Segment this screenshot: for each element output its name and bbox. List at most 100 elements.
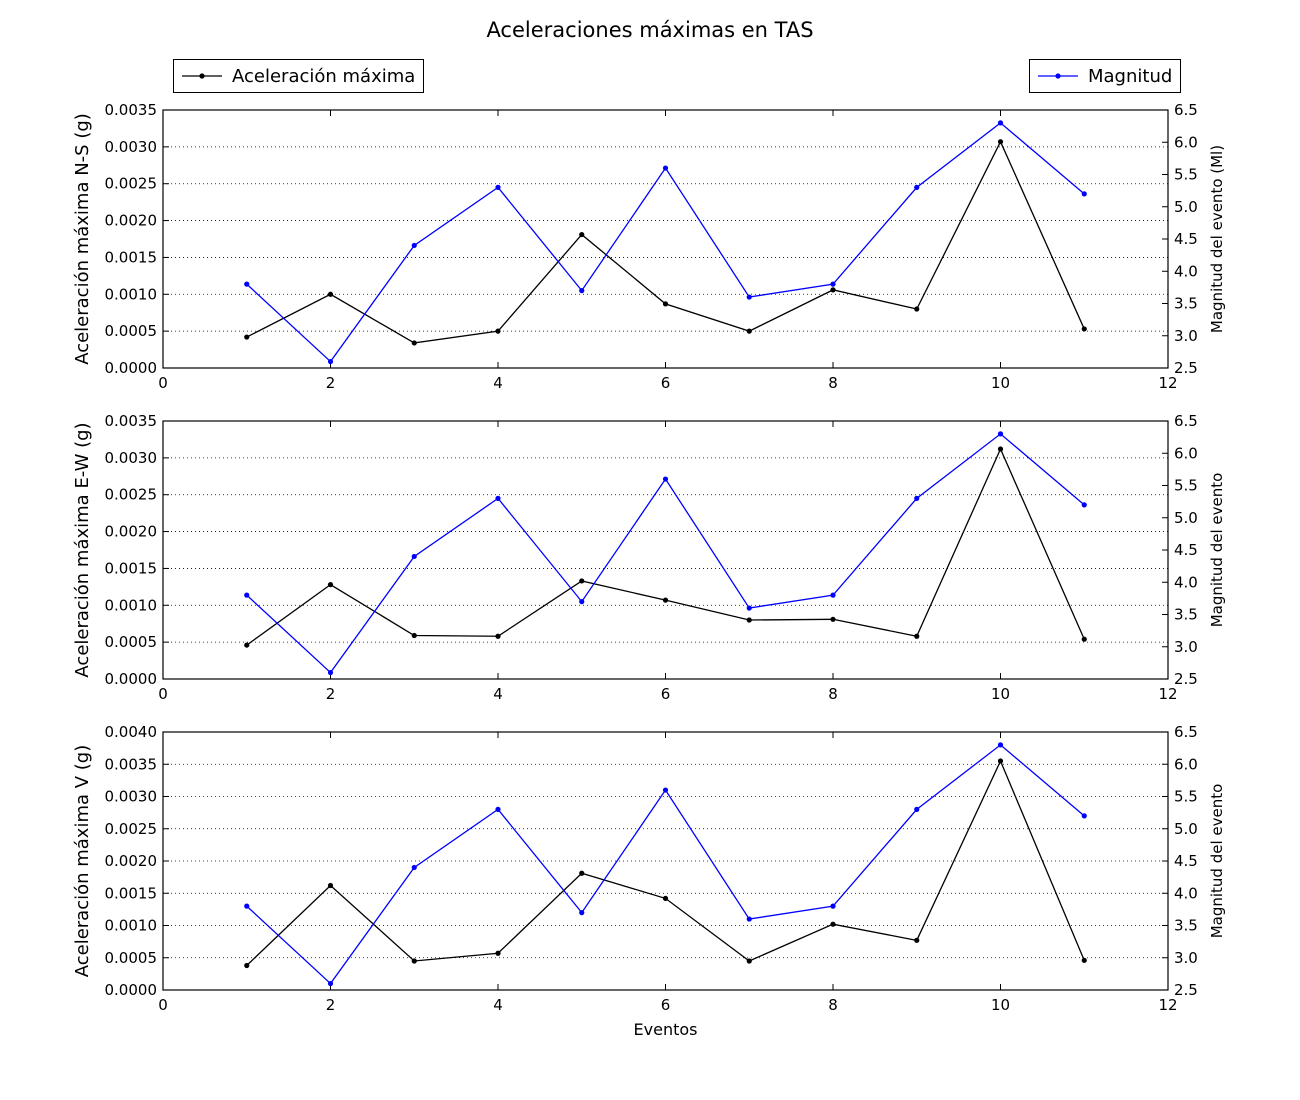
data-point-magnitude: [327, 980, 334, 987]
y2-tick-label: 5.0: [1174, 820, 1198, 838]
subplot-1: 0 2 4 6 8 10 12 0.0000 0.0005 0.0010 0.0015 0.0020 0…: [72, 101, 1226, 392]
data-point-acceleration: [997, 758, 1004, 764]
legend-acceleration: Aceleración máxima: [173, 59, 425, 93]
data-point-acceleration: [662, 301, 669, 307]
data-point-magnitude: [746, 605, 752, 611]
data-point-acceleration: [411, 958, 417, 964]
y2-tick-label: 3.0: [1174, 949, 1198, 967]
series-line-magnitude: [246, 744, 1085, 985]
y2-tick-label: 4.0: [1174, 884, 1198, 902]
y2-tick-label: 2.5: [1174, 359, 1198, 377]
data-point-acceleration: [662, 597, 669, 603]
y-tick-label: 0.0010: [105, 285, 158, 303]
y-tick-label: 0.0040: [105, 723, 158, 741]
y-tick-label: 0.0035: [105, 755, 158, 773]
y-tick-label: 0.0035: [105, 101, 158, 119]
data-point-acceleration: [244, 642, 250, 648]
data-point-acceleration: [1081, 326, 1087, 332]
subplot-2: 0 2 4 6 8 10 12 0.0000 0.0005 0.0010 0.0015 0.0020 0…: [72, 412, 1226, 703]
data-point-acceleration: [914, 306, 920, 312]
y2-tick-label: 4.5: [1174, 541, 1198, 559]
y-tick-label: 0.0015: [105, 559, 158, 577]
data-point-magnitude: [244, 592, 250, 598]
y-tick-label: 0.0015: [105, 248, 158, 266]
y-axis-label: Aceleración máxima V (g): [72, 745, 93, 978]
data-point-magnitude: [1081, 813, 1087, 819]
data-point-magnitude: [914, 184, 920, 190]
data-point-acceleration: [746, 328, 752, 334]
plot-frame: [162, 731, 1169, 991]
y2-tick-label: 4.0: [1174, 262, 1198, 280]
x-tick-label: 10: [991, 685, 1010, 703]
data-point-acceleration: [914, 633, 920, 639]
legend-magnitude-label: Magnitud: [1088, 65, 1173, 87]
data-point-acceleration: [1081, 957, 1087, 963]
y-tick-label: 0.0025: [105, 175, 158, 193]
data-point-magnitude: [579, 910, 585, 916]
data-point-magnitude: [1081, 502, 1087, 508]
y-tick-label: 0.0000: [105, 359, 158, 377]
x-tick-label: 12: [1158, 996, 1177, 1014]
data-point-acceleration: [830, 616, 836, 622]
y2-tick-label: 3.5: [1174, 295, 1198, 313]
y2-tick-label: 3.5: [1174, 606, 1198, 624]
x-tick-label: 10: [991, 374, 1010, 392]
y2-tick-label: 5.0: [1174, 509, 1198, 527]
y2-tick-label: 5.5: [1174, 166, 1198, 184]
y-tick-label: 0.0035: [105, 412, 158, 430]
data-point-acceleration: [579, 870, 585, 876]
y-tick-label: 0.0025: [105, 486, 158, 504]
data-point-magnitude: [244, 903, 250, 909]
chart-title: Aceleraciones máximas en TAS: [486, 18, 814, 42]
data-point-magnitude: [914, 495, 920, 501]
y-tick-label: 0.0030: [105, 788, 158, 806]
data-point-magnitude: [579, 288, 585, 294]
data-point-acceleration: [662, 895, 669, 902]
data-point-magnitude: [495, 806, 501, 813]
data-point-acceleration: [327, 882, 334, 889]
data-point-acceleration: [746, 958, 752, 964]
y2-tick-label: 6.0: [1174, 444, 1198, 462]
plot-frame: [162, 420, 1169, 680]
x-tick-label: 12: [1158, 685, 1177, 703]
y-tick-label: 0.0020: [105, 852, 158, 870]
y2-tick-label: 3.0: [1174, 327, 1198, 345]
x-tick-label: 4: [493, 374, 503, 392]
y2-tick-label: 5.5: [1174, 477, 1198, 495]
y-tick-label: 0.0005: [105, 322, 158, 340]
data-point-magnitude: [411, 864, 417, 871]
data-point-acceleration: [244, 334, 250, 340]
data-point-magnitude: [997, 431, 1004, 437]
x-tick-label: 10: [991, 996, 1010, 1014]
data-point-magnitude: [411, 553, 417, 560]
y2-tick-label: 6.0: [1174, 755, 1198, 773]
data-point-acceleration: [997, 139, 1004, 145]
x-tick-label: 8: [828, 685, 838, 703]
data-point-magnitude: [746, 294, 752, 300]
x-axis-label: Eventos: [634, 1020, 698, 1039]
x-tick-label: 12: [1158, 374, 1177, 392]
y-axis-label: Aceleración máxima N-S (g): [72, 113, 93, 365]
x-tick-label: 6: [661, 685, 671, 703]
y-tick-label: 0.0020: [105, 212, 158, 230]
data-point-magnitude: [1081, 191, 1087, 197]
y2-tick-label: 5.5: [1174, 788, 1198, 806]
data-point-acceleration: [411, 340, 417, 346]
data-point-magnitude: [914, 806, 920, 813]
data-point-acceleration: [1081, 636, 1087, 642]
y2-tick-label: 3.5: [1174, 917, 1198, 935]
y2-tick-label: 6.5: [1174, 101, 1198, 119]
data-point-acceleration: [495, 633, 501, 639]
x-tick-label: 0: [158, 685, 168, 703]
data-point-acceleration: [244, 962, 250, 969]
plot-frame: [162, 109, 1169, 369]
y-tick-label: 0.0000: [105, 670, 158, 688]
data-point-magnitude: [579, 599, 585, 605]
y2-axis-label: Magnitud del evento (Ml): [1208, 145, 1226, 333]
series-line-magnitude: [246, 122, 1085, 363]
y2-tick-label: 6.5: [1174, 723, 1198, 741]
y-tick-label: 0.0030: [105, 449, 158, 467]
y-tick-label: 0.0005: [105, 949, 158, 967]
